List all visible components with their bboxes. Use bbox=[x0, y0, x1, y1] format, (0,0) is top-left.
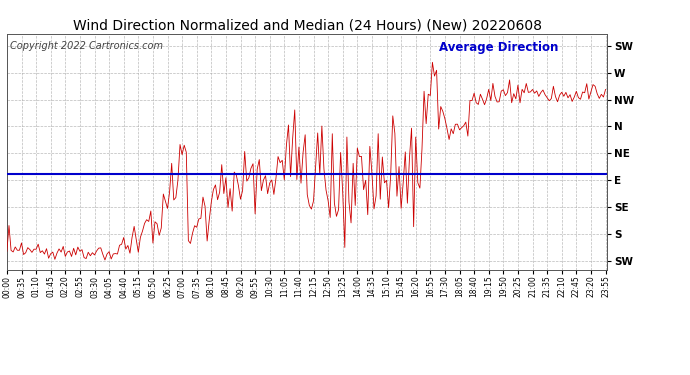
Text: Average Direction: Average Direction bbox=[439, 41, 558, 54]
Text: Copyright 2022 Cartronics.com: Copyright 2022 Cartronics.com bbox=[10, 41, 163, 51]
Title: Wind Direction Normalized and Median (24 Hours) (New) 20220608: Wind Direction Normalized and Median (24… bbox=[72, 19, 542, 33]
